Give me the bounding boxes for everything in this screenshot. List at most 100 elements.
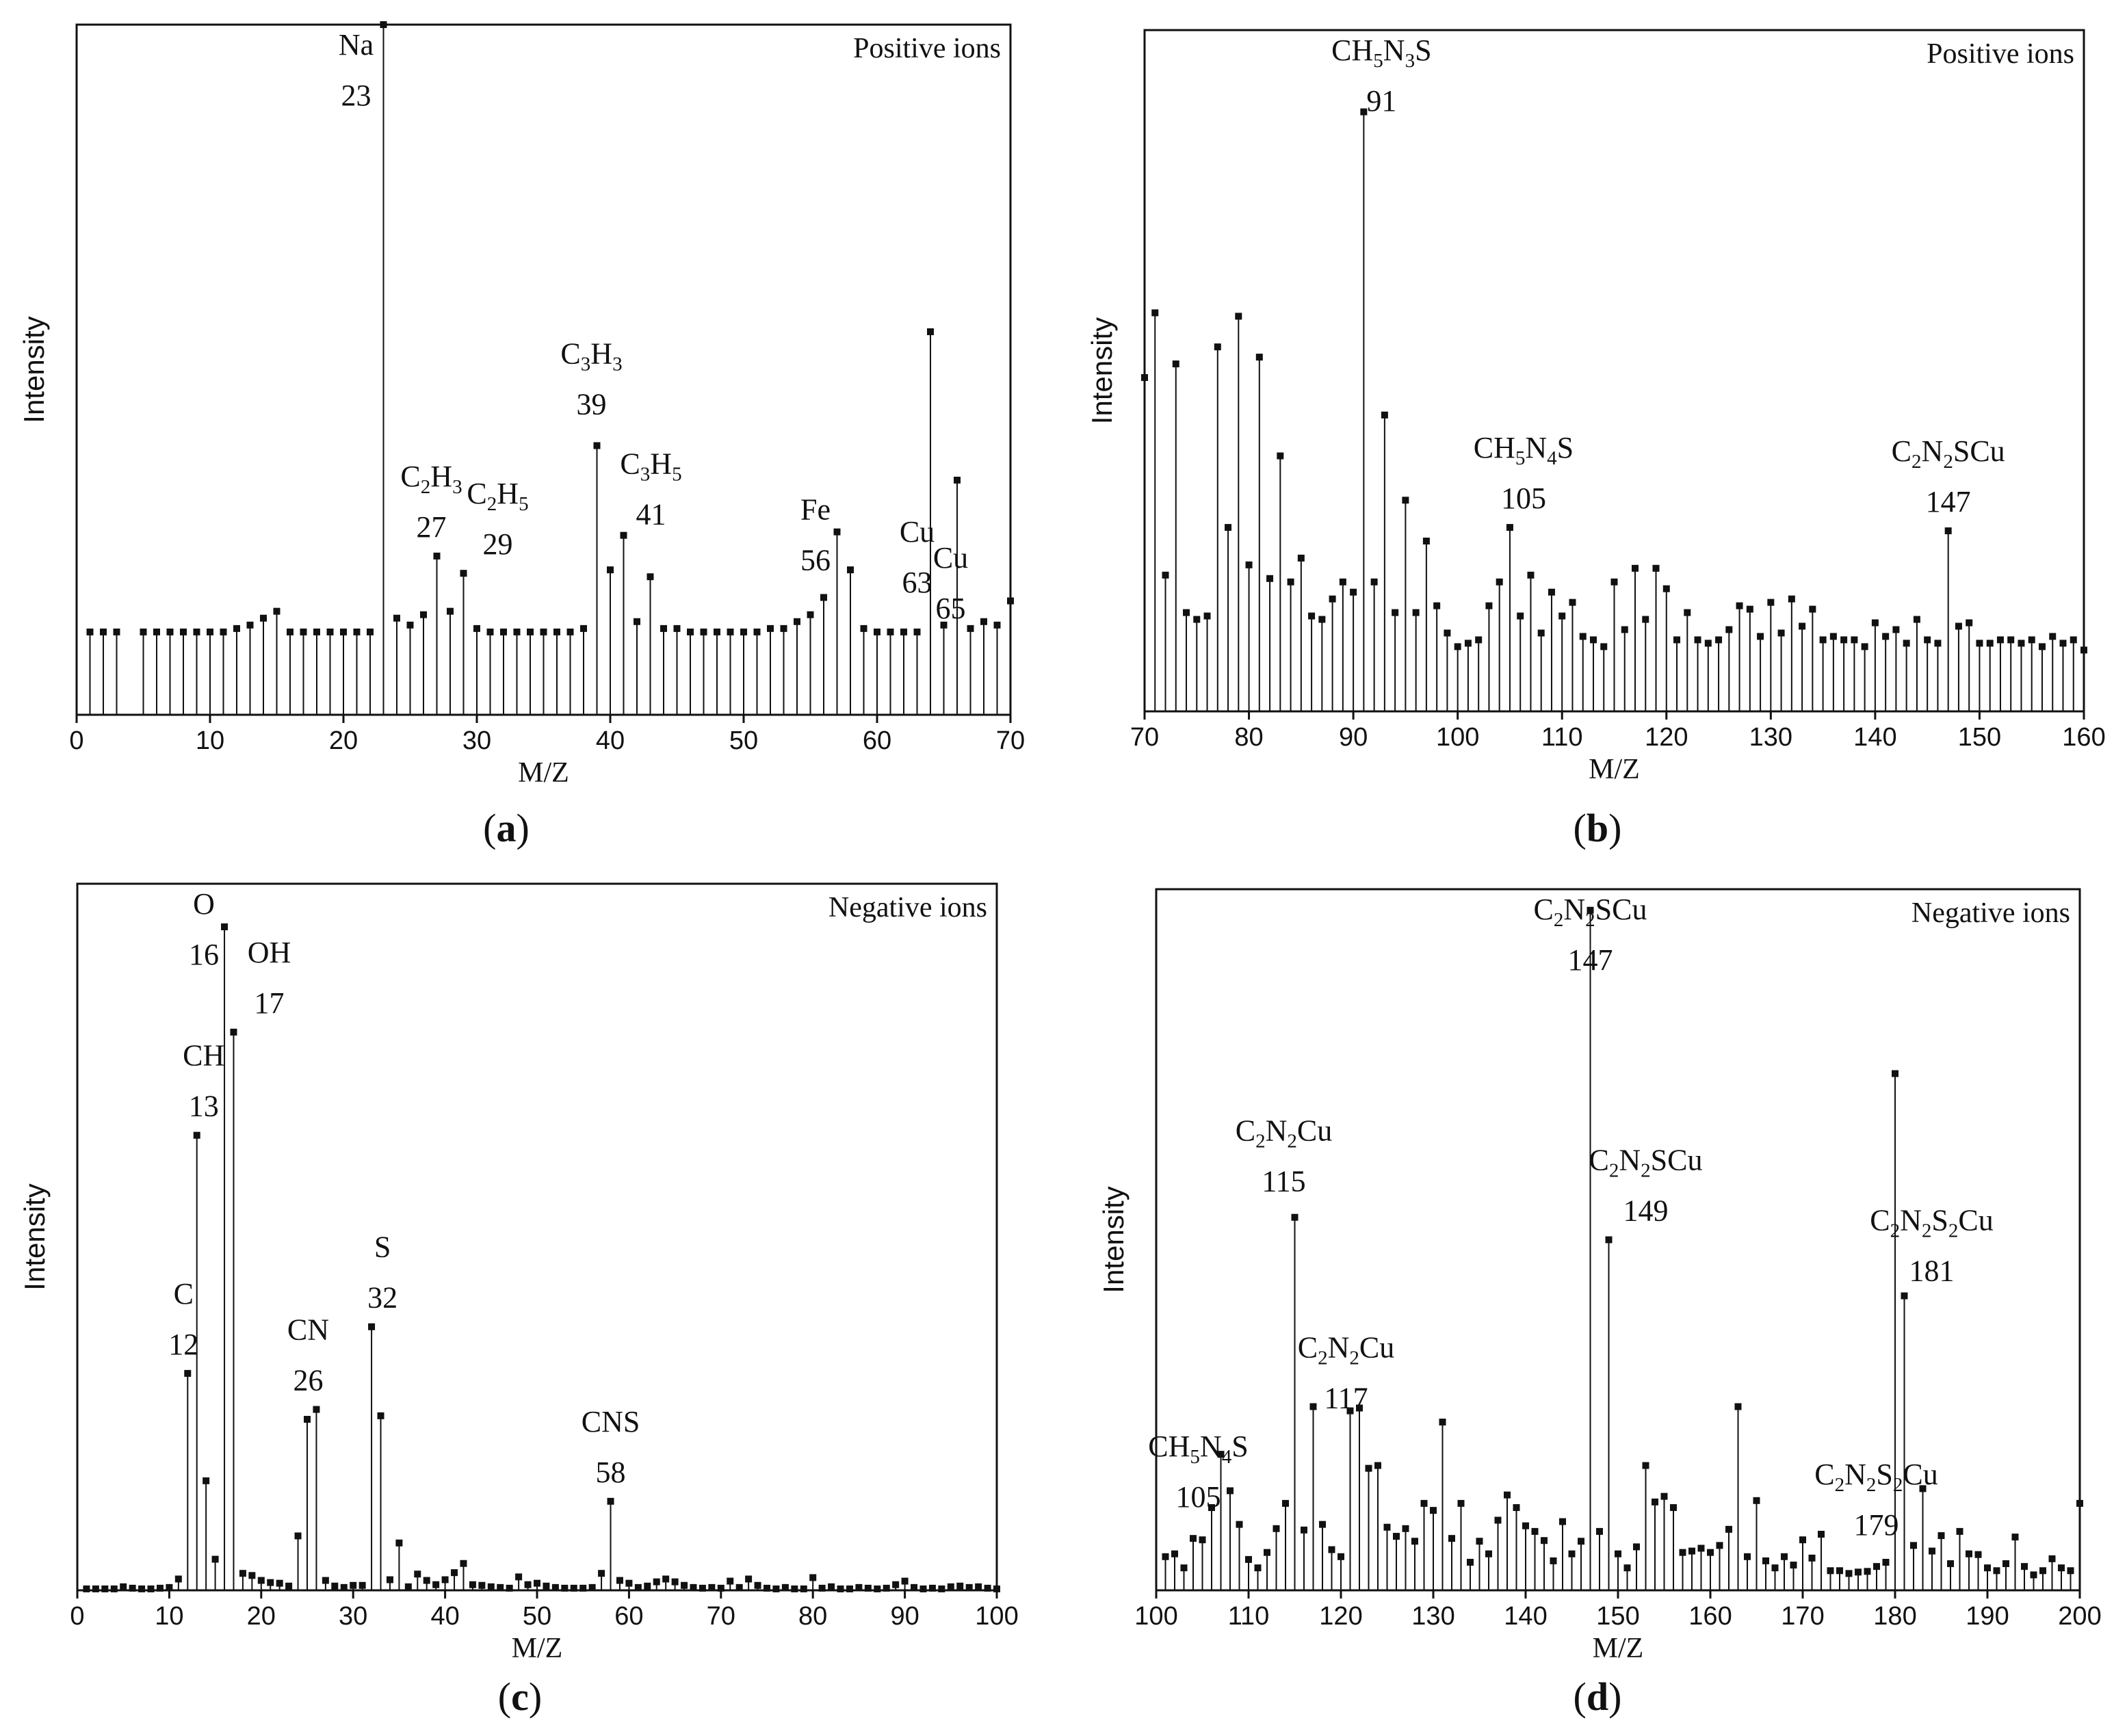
stem-marker	[1771, 1564, 1779, 1572]
formula-subscript: 2	[1554, 909, 1564, 931]
formula-text: S	[374, 1231, 391, 1264]
stem-marker	[534, 1579, 540, 1587]
stem-marker	[486, 628, 494, 635]
formula-text: C	[1298, 1330, 1318, 1364]
caption-paren: )	[1608, 806, 1621, 850]
stem-marker	[432, 1581, 440, 1588]
stem-marker	[313, 1406, 320, 1413]
stem-marker	[598, 1570, 605, 1577]
stem-marker	[1370, 578, 1378, 586]
formula-text: C	[1814, 1458, 1834, 1491]
stem-marker	[1642, 1462, 1649, 1469]
peak-annotation: Cu 65	[933, 541, 968, 625]
ion-mode-label: Negative ions	[828, 892, 987, 923]
formula-subscript: 4	[1222, 1446, 1232, 1468]
formula-subscript: 2	[1318, 1347, 1328, 1369]
peak-formula: C2N2SCu	[1589, 1144, 1703, 1182]
stem-marker	[1746, 605, 1753, 613]
stem-marker	[1245, 561, 1253, 568]
formula-text: SCu	[1595, 893, 1647, 926]
formula-subscript: 3	[452, 476, 462, 498]
peak-annotation: CH 13	[183, 1039, 224, 1123]
stem-marker	[975, 1583, 982, 1590]
stem-marker	[938, 1585, 945, 1592]
stem-marker	[350, 1581, 357, 1589]
stem-marker	[900, 628, 907, 635]
stem-marker	[580, 624, 587, 632]
formula-subscript: 5	[672, 464, 682, 486]
formula-text: N	[1383, 34, 1405, 67]
stem-marker	[395, 1539, 403, 1547]
formula-text: N	[1200, 1430, 1222, 1463]
peak-mz: 17	[254, 986, 284, 1020]
stem-marker	[1845, 1570, 1853, 1577]
x-tick-label: 120	[1319, 1602, 1362, 1631]
formula-subscript: 2	[1255, 1131, 1266, 1153]
stem-marker	[570, 1584, 577, 1592]
stem-marker	[1725, 626, 1733, 633]
stem-marker	[820, 594, 827, 601]
x-tick-label: 200	[2058, 1602, 2101, 1631]
stem-marker	[1919, 1485, 1927, 1492]
stem-marker	[1517, 612, 1524, 620]
stem-marker	[174, 1575, 182, 1583]
peak-annotation: CH5N4S 105	[1148, 1430, 1248, 1514]
stem-marker	[1291, 1213, 1299, 1221]
stem-marker	[386, 1576, 393, 1583]
x-tick-label: 50	[523, 1602, 551, 1631]
peak-mz: 181	[1909, 1254, 1955, 1288]
peak-mz: 105	[1176, 1480, 1221, 1514]
peak-mz: 13	[189, 1090, 219, 1123]
formula-text: Cu	[1297, 1114, 1332, 1148]
stem-marker	[887, 628, 894, 635]
x-axis-label: M/Z	[1589, 754, 1640, 785]
peak-mz: 58	[596, 1456, 626, 1489]
stem-marker	[727, 628, 734, 635]
stem-marker	[1913, 616, 1920, 623]
formula-subscript: 2	[487, 493, 497, 515]
stem-marker	[954, 476, 961, 484]
stem-marker	[1190, 1535, 1197, 1542]
stem-marker	[1485, 602, 1493, 609]
stem-marker	[1568, 1550, 1576, 1557]
peak-annotation: C2H5 29	[467, 477, 528, 561]
x-tick-label: 80	[798, 1602, 827, 1631]
peak-mz: 27	[417, 510, 447, 544]
stem-marker	[874, 1585, 881, 1592]
stem-marker	[927, 328, 934, 336]
stem-marker	[433, 552, 441, 560]
stem-marker	[660, 624, 667, 632]
stem-marker	[460, 570, 467, 577]
stem-marker	[1506, 524, 1513, 531]
stem-marker	[1381, 411, 1388, 419]
stem-marker	[1632, 564, 1639, 572]
formula-text: O	[193, 887, 215, 921]
caption-paren: (	[483, 806, 496, 850]
stem-marker	[153, 628, 160, 635]
peak-mz: 117	[1324, 1381, 1368, 1415]
stem-marker	[855, 1583, 863, 1591]
x-tick-label: 20	[329, 726, 358, 755]
stem-marker	[847, 566, 854, 574]
formula-text: C	[1534, 893, 1554, 926]
stem-marker	[767, 624, 774, 632]
stem-marker	[1227, 1487, 1234, 1495]
stem-marker	[1873, 1563, 1880, 1570]
stem-marker	[965, 1583, 973, 1591]
peak-annotation: S 32	[367, 1231, 397, 1315]
stem-marker	[1339, 578, 1346, 586]
y-axis-label: Intensity	[1086, 317, 1118, 424]
caption-paren: (	[498, 1674, 511, 1719]
stem-marker	[2058, 1564, 2065, 1572]
stem-marker	[285, 1582, 293, 1590]
peak-formula: CH5N4S	[1148, 1430, 1248, 1468]
caption-paren: )	[529, 1674, 542, 1719]
stem-marker	[1976, 640, 1983, 647]
formula-text: C	[1870, 1204, 1890, 1237]
formula-text: S	[1557, 431, 1574, 464]
stem-marker	[423, 1577, 430, 1584]
peak-annotation: O 16	[189, 887, 219, 971]
stem-marker	[1757, 633, 1764, 640]
